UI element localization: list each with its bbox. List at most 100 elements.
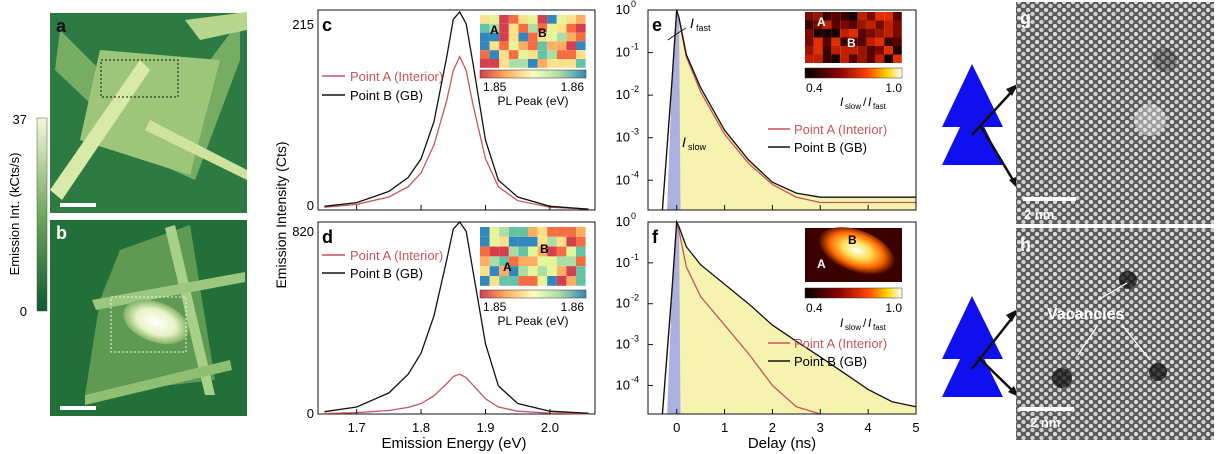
legend-c-point-a: Point A (Interior): [350, 69, 443, 84]
svg-text:fast: fast: [696, 23, 711, 33]
panel-letter-b: b: [56, 223, 67, 243]
legend-f-point-b: Point B (GB): [794, 354, 867, 369]
inset-d-max: 1.86: [561, 300, 585, 314]
spectra-c-plot: [324, 10, 589, 210]
decay-ytick-label: 10: [616, 172, 630, 187]
svg-text:I: I: [690, 15, 694, 31]
panel-letter-a: a: [56, 16, 67, 36]
axis-frame-e: [647, 9, 917, 211]
decay-ytick-exp: -2: [631, 293, 639, 303]
annot-i-slow: I slow: [682, 134, 707, 152]
series-line-point-b: [324, 10, 589, 210]
svg-text:slow: slow: [845, 102, 861, 111]
svg-text:I: I: [868, 316, 872, 330]
inset-e-title: I slow / I fast: [840, 95, 887, 111]
decay-ytick-exp: 0: [631, 0, 636, 9]
slow-fill-area: [676, 222, 916, 414]
decay-ytick-exp: -4: [631, 374, 639, 384]
vacancies-label: Vacancies: [1047, 306, 1125, 323]
colorbar-label: Emission Int. (kCts/s): [7, 153, 22, 276]
inset-c-title: PL Peak (eV): [498, 94, 569, 108]
stem-h-scale: 2 nm: [1030, 415, 1060, 430]
decay-xtick-label: 0: [673, 420, 680, 435]
inset-f-min: 0.4: [806, 301, 823, 315]
spectra-xtick-label: 1.9: [476, 420, 494, 435]
inset-e-ratiomap: A B 0.4 1.0 I slow / I fast: [804, 12, 902, 111]
spectra-xtick-label: 1.8: [412, 420, 430, 435]
spectra-d-plot: [324, 220, 589, 415]
spectra-axes: 1.7 1.8 1.9 2.0 215 0 820 0 Emission Energy…: [273, 9, 596, 452]
svg-text:/: /: [863, 316, 867, 330]
inset-c-peakmap: A B 1.85 1.86 PL Peak (eV): [479, 15, 587, 108]
decay-ytick-label: 10: [616, 377, 630, 392]
decay-ytick-label: 10: [616, 296, 630, 311]
panel-letter-h: h: [1020, 235, 1031, 255]
panel-a-image: a: [50, 12, 247, 213]
inset-e-label-a: A: [817, 15, 826, 29]
inset-e-max: 1.0: [885, 81, 902, 95]
stem-image-h: Vacancies 2 nm h: [1016, 228, 1214, 440]
decay-xtick-label: 2: [769, 420, 776, 435]
axis-frame-c: [317, 9, 596, 211]
fast-fill-area: [667, 222, 681, 414]
legend-e-point-a: Point A (Interior): [794, 122, 887, 137]
inset-d-min: 1.85: [483, 300, 507, 314]
inset-d-label-a: A: [503, 260, 512, 274]
legend-d-point-a: Point A (Interior): [350, 248, 443, 263]
inset-f-title: I slow / I fast: [840, 316, 887, 332]
panel-letter-g: g: [1020, 8, 1031, 28]
spectra-x-ticks: 1.7 1.8 1.9 2.0: [348, 205, 559, 435]
triangle-schematic-g: [942, 64, 1018, 189]
inset-f-ratiomap: B A 0.4 1.0 I slow / I fast: [804, 227, 902, 332]
panel-letter-e: e: [652, 15, 662, 35]
series-line-point-b: [661, 219, 917, 415]
spectra-ylabel: Emission Intensity (Cts): [273, 141, 289, 288]
inset-d-peakmap: B A 1.85 1.86 PL Peak (eV): [479, 227, 587, 328]
svg-text:I: I: [840, 316, 844, 330]
ytick-d-top: 820: [292, 224, 314, 239]
series-line-point-a: [324, 54, 589, 210]
axis-frame-f: [647, 221, 917, 415]
decay-ytick-label: 10: [616, 45, 630, 60]
decay-xtick-label: 5: [912, 420, 919, 435]
ytick-d-bottom: 0: [307, 406, 314, 421]
inset-c-max: 1.86: [561, 80, 585, 94]
inset-c-min: 1.85: [483, 80, 507, 94]
decay-ytick-label: 10: [616, 255, 630, 270]
inset-e-min: 0.4: [806, 81, 823, 95]
inset-c-label-a: A: [490, 23, 499, 37]
colorbar: 37 0 Emission Int. (kCts/s): [7, 112, 48, 319]
inset-f-max: 1.0: [885, 301, 902, 315]
series-line-point-b: [324, 220, 589, 414]
decay-ytick-label: 10: [616, 87, 630, 102]
decay-xlabel: Delay (ns): [748, 435, 816, 452]
legend-f: Point A (Interior) Point B (GB): [768, 336, 887, 369]
spectra-xtick-label: 1.7: [348, 420, 366, 435]
decay-ytick-label: 10: [616, 214, 630, 229]
svg-text:I: I: [840, 95, 844, 109]
svg-text:fast: fast: [873, 323, 887, 332]
decay-ytick-exp: -1: [631, 42, 639, 52]
ytick-c-top: 215: [292, 17, 314, 32]
triangle-schematic-h: [942, 296, 1019, 397]
panel-letter-c: c: [322, 15, 332, 35]
decay-ytick-exp: -3: [631, 127, 639, 137]
inset-d-title: PL Peak (eV): [498, 314, 569, 328]
inset-e-label-b: B: [847, 36, 856, 50]
series-line-point-a: [324, 373, 589, 415]
decay-ytick-exp: -3: [631, 334, 639, 344]
legend-c: Point A (Interior) Point B (GB): [322, 69, 443, 103]
panel-b-image: b: [50, 220, 247, 416]
inset-c-label-b: B: [538, 26, 547, 40]
svg-text:slow: slow: [845, 323, 861, 332]
legend-d: Point A (Interior) Point B (GB): [322, 248, 443, 281]
svg-text:slow: slow: [688, 142, 707, 152]
svg-text:I: I: [682, 134, 686, 150]
decay-ytick-label: 10: [616, 2, 630, 17]
legend-c-point-b: Point B (GB): [350, 88, 423, 103]
ytick-c-bottom: 0: [307, 198, 314, 213]
colorbar-min: 0: [20, 304, 27, 319]
decay-ytick-label: 10: [616, 337, 630, 352]
decay-xtick-label: 4: [865, 420, 872, 435]
